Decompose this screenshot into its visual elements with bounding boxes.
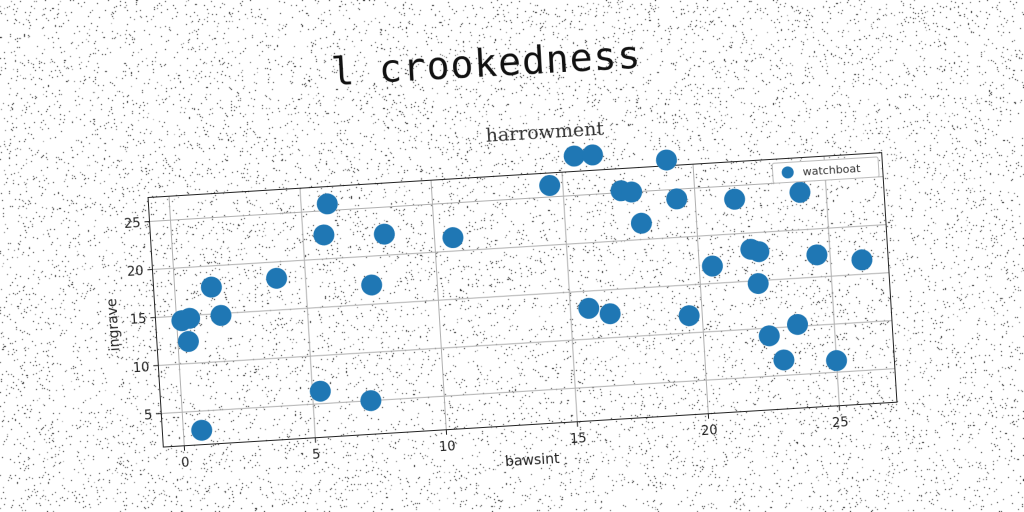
x-tick-label: 15: [570, 431, 587, 447]
grid: [149, 156, 895, 446]
data-point: [313, 224, 335, 246]
data-point: [582, 144, 604, 166]
x-tick-label: 25: [832, 415, 849, 431]
data-point: [563, 145, 585, 167]
data-point: [266, 267, 288, 289]
data-point: [360, 390, 382, 412]
x-tick-label: 10: [439, 439, 456, 455]
data-point: [309, 380, 331, 402]
data-point: [787, 313, 809, 335]
data-point: [599, 303, 621, 325]
data-point: [826, 350, 848, 372]
legend-label: watchboat: [802, 162, 861, 179]
grid-line-x: [430, 180, 447, 430]
y-axis-label: ingrave: [104, 298, 123, 352]
x-tick-label: 0: [181, 455, 190, 470]
data-point: [621, 181, 643, 203]
data-point: [179, 307, 201, 329]
data-point: [655, 149, 677, 171]
data-point: [361, 274, 383, 296]
y-tick-label: 5: [144, 408, 153, 423]
grid-line-x: [692, 164, 709, 414]
data-point: [373, 223, 395, 245]
legend: watchboat: [771, 156, 880, 184]
axis-ticks: 0 5 10 15 20 25 5 10 15 20 25: [124, 216, 849, 471]
plot-frame: [147, 152, 898, 448]
data-point: [177, 330, 199, 352]
grid-line-y: [152, 224, 887, 270]
data-point: [724, 188, 746, 210]
data-point: [806, 244, 828, 266]
data-point: [210, 304, 232, 326]
data-point: [442, 227, 464, 249]
grid-line-x: [299, 188, 316, 438]
data-point: [316, 193, 338, 215]
grid-line-x: [561, 172, 578, 422]
data-point: [773, 349, 795, 371]
data-point: [630, 212, 652, 234]
y-tick-label: 25: [124, 216, 141, 232]
legend-marker: [781, 166, 794, 179]
grid-line-y: [161, 368, 895, 414]
data-point: [539, 174, 561, 196]
data-point: [578, 297, 600, 319]
data-point: [666, 188, 688, 210]
y-tick-label: 15: [130, 312, 147, 328]
legend-box: [771, 156, 880, 184]
y-tick-label: 20: [127, 264, 144, 280]
x-tick-label: 5: [312, 447, 321, 462]
grid-line-y: [155, 272, 890, 318]
data-point: [747, 273, 769, 295]
grid-line-y: [149, 176, 884, 223]
x-axis-label: bawsint: [505, 451, 561, 470]
data-point: [789, 181, 811, 203]
data-point: [851, 249, 873, 271]
x-tick-label: 20: [701, 423, 718, 439]
y-tick-label: 10: [132, 360, 149, 376]
data-point: [200, 276, 222, 298]
data-point: [758, 325, 780, 347]
data-point: [748, 241, 770, 263]
data-point: [678, 305, 700, 327]
data-point: [701, 255, 723, 277]
data-points: [171, 144, 873, 441]
data-point: [191, 419, 213, 441]
chart-panel: harrowment 0 5 10 15 20 25 5 10 15 20 25 bawsint i…: [104, 106, 924, 494]
